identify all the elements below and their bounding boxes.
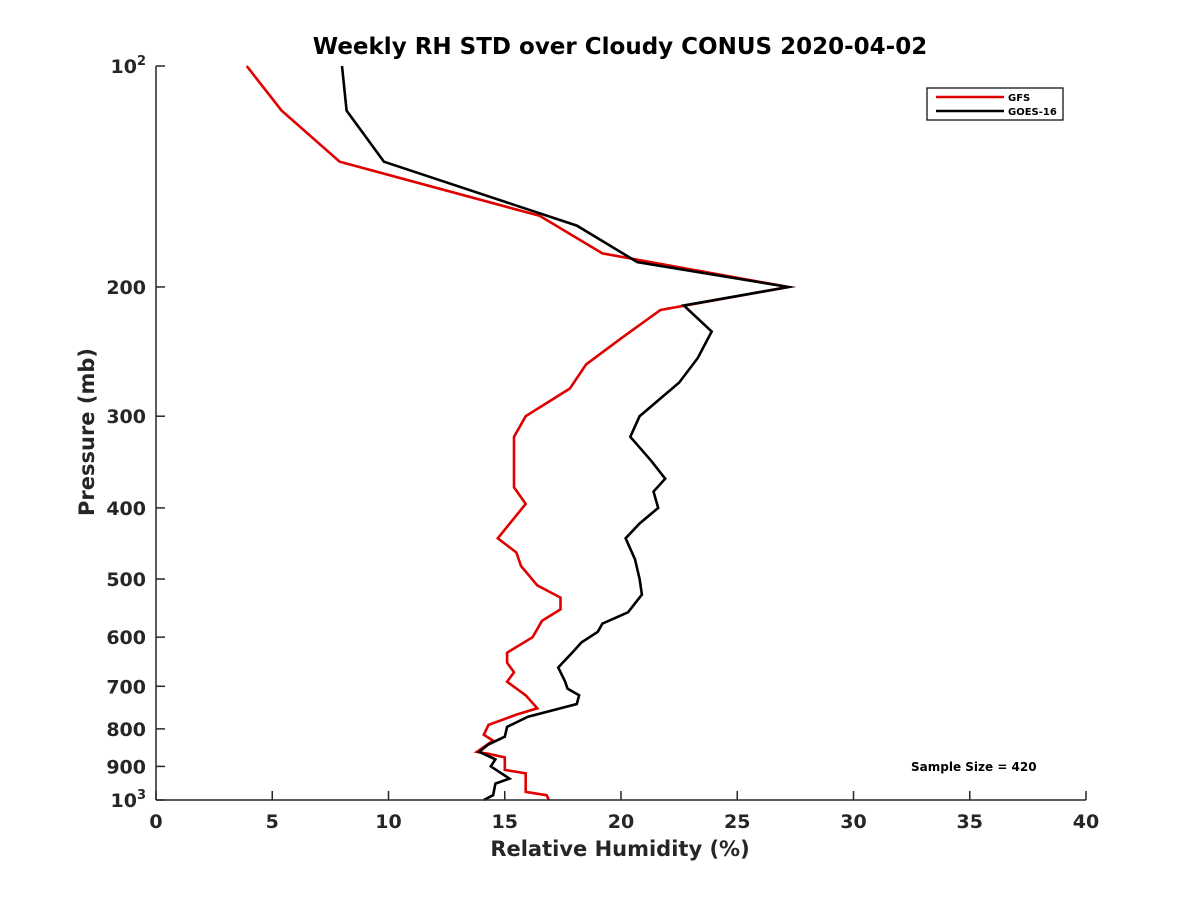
y-tick-label: 800 xyxy=(106,719,146,741)
axes xyxy=(155,66,1086,801)
y-tick-label: 600 xyxy=(106,627,146,649)
legend-label-gfs: GFS xyxy=(1008,93,1030,104)
x-tick-label: 15 xyxy=(492,811,518,833)
y-axis-label: Pressure (mb) xyxy=(75,348,99,516)
x-tick-label: 20 xyxy=(608,811,634,833)
x-tick-label: 25 xyxy=(724,811,750,833)
legend-box xyxy=(926,87,1064,121)
series-line-goes16 xyxy=(340,65,797,802)
chart-title: Weekly RH STD over Cloudy CONUS 2020-04-… xyxy=(313,34,927,60)
y-tick-label: 900 xyxy=(106,756,146,778)
legend-label-goes16: GOES-16 xyxy=(1008,107,1057,118)
x-tick-label: 0 xyxy=(149,811,162,833)
x-tick-label: 5 xyxy=(266,811,279,833)
series-line-gfs xyxy=(245,65,796,801)
x-tick-label: 40 xyxy=(1073,811,1099,833)
x-ticks: 0 5 10 15 20 25 30 35 40 xyxy=(149,791,1099,833)
x-axis-label: Relative Humidity (%) xyxy=(490,837,749,861)
x-tick-label: 30 xyxy=(840,811,866,833)
y-tick-label: 400 xyxy=(106,498,146,520)
x-tick-label: 10 xyxy=(375,811,401,833)
y-tick-label: 500 xyxy=(106,569,146,591)
y-tick-label: 200 xyxy=(106,277,146,299)
y-tick-label: 102 xyxy=(111,54,147,78)
sample-size-annotation: Sample Size = 420 xyxy=(911,760,1037,774)
legend: GFS GOES-16 xyxy=(926,87,1064,121)
series-lines xyxy=(245,65,797,802)
y-tick-label: 700 xyxy=(106,676,146,698)
y-tick-label: 103 xyxy=(111,788,147,812)
y-ticks: 102 200 300 400 500 600 700 800 900 103 xyxy=(106,54,165,812)
y-tick-label: 300 xyxy=(106,406,146,428)
x-tick-label: 35 xyxy=(957,811,983,833)
